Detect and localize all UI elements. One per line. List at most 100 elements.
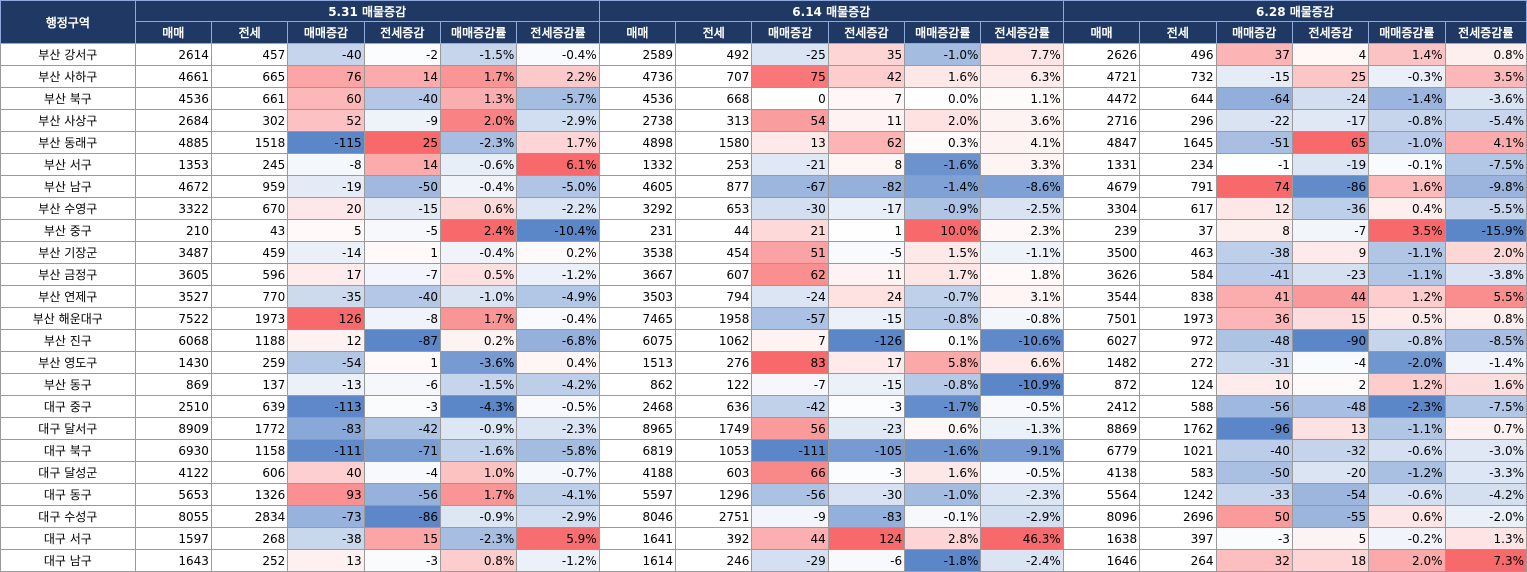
table-row[interactable]: 부산 서구 1353 245 -8 14 -0.6% 6.1% 1332 253 -21 8 -1.6… <box>0 153 1527 176</box>
sale-change-rate-cell: -0.4% <box>439 175 518 198</box>
sale-count-cell: 4605 <box>598 175 677 198</box>
jeonse-count-cell: 644 <box>1139 87 1217 110</box>
table-row[interactable]: 부산 사상구 2684 302 52 -9 2.0% -2.9% 2738 313 54 11 2.0… <box>0 109 1527 132</box>
jeonse-change-cell: 11 <box>827 109 906 132</box>
column-header-sale[interactable]: 매매 <box>134 21 212 44</box>
column-header-sale[interactable]: 매매 <box>1062 21 1141 44</box>
sale-count-cell: 6779 <box>1062 439 1141 462</box>
column-header-sale-change-rate[interactable]: 매매증감률 <box>1368 21 1446 44</box>
jeonse-change-cell: 18 <box>1291 549 1370 572</box>
jeonse-count-cell: 457 <box>210 43 289 66</box>
table-row[interactable]: 부산 금정구 3605 596 17 -7 0.5% -1.2% 3667 607 62 11 1.7… <box>0 263 1527 286</box>
jeonse-change-rate-cell: 6.1% <box>516 153 600 176</box>
region-column-header[interactable]: 행정구역 <box>0 0 136 44</box>
table-row[interactable]: 대구 달서구 8909 1772 -83 -42 -0.9% -2.3% 8965 1749 56… <box>0 417 1527 440</box>
jeonse-count-cell: 245 <box>210 153 289 176</box>
table-row[interactable]: 부산 남구 4672 959 -19 -50 -0.4% -5.0% 4605 877 -67 -8… <box>0 175 1527 198</box>
period-header-0531[interactable]: 5.31 매물증감 <box>134 0 600 22</box>
sale-count-cell: 3538 <box>598 241 677 264</box>
sale-change-rate-cell: -2.3% <box>1368 395 1446 418</box>
jeonse-change-rate-cell: 1.7% <box>516 131 600 154</box>
table-row[interactable]: 부산 기장군 3487 459 -14 1 -0.4% 0.2% 3538 454 51 -5 1.5… <box>0 241 1527 264</box>
sale-change-rate-cell: -3.6% <box>439 351 518 374</box>
table-row[interactable]: 대구 서구 1597 268 -38 15 -2.3% 5.9% 1641 392 44 124 2.… <box>0 527 1527 550</box>
sale-count-cell: 210 <box>134 219 212 242</box>
column-header-jeonse-change[interactable]: 전세증감 <box>1291 21 1370 44</box>
table-row[interactable]: 부산 해운대구 7522 1973 126 -8 1.7% -0.4% 7465 1958 -57… <box>0 307 1527 330</box>
table-row[interactable]: 부산 동구 869 137 -13 -6 -1.5% -4.2% 862 122 -7 -15 -0.… <box>0 373 1527 396</box>
column-header-sale-change-rate[interactable]: 매매증감률 <box>904 21 982 44</box>
table-row[interactable]: 부산 연제구 3527 770 -35 -40 -1.0% -4.9% 3503 794 -24 2… <box>0 285 1527 308</box>
table-row[interactable]: 대구 동구 5653 1326 93 -56 1.7% -4.1% 5597 1296 -56 -3… <box>0 483 1527 506</box>
table-row[interactable]: 부산 강서구 2614 457 -40 -2 -1.5% -0.4% 2589 492 -25 35… <box>0 43 1527 66</box>
column-header-jeonse[interactable]: 전세 <box>675 21 753 44</box>
jeonse-change-cell: -3 <box>363 549 441 572</box>
table-row[interactable]: 부산 영도구 1430 259 -54 1 -3.6% 0.4% 1513 276 83 17 5.8… <box>0 351 1527 374</box>
column-header-jeonse-change[interactable]: 전세증감 <box>827 21 906 44</box>
sale-change-rate-cell: 1.7% <box>439 65 518 88</box>
jeonse-count-cell: 972 <box>1139 329 1217 352</box>
sale-change-cell: 12 <box>287 329 365 352</box>
jeonse-change-rate-cell: -2.5% <box>980 197 1064 220</box>
column-header-jeonse-change[interactable]: 전세증감 <box>363 21 441 44</box>
sale-change-rate-cell: -0.8% <box>1368 109 1446 132</box>
column-header-sale-change[interactable]: 매매증감 <box>1215 21 1293 44</box>
sale-change-cell: 41 <box>1215 285 1293 308</box>
sale-change-cell: -1 <box>1215 153 1293 176</box>
sale-count-cell: 4536 <box>134 87 212 110</box>
jeonse-change-rate-cell: 7.3% <box>1444 549 1527 572</box>
jeonse-change-rate-cell: -7.5% <box>1444 395 1527 418</box>
period-header-0628[interactable]: 6.28 매물증감 <box>1062 0 1527 22</box>
jeonse-change-cell: 1 <box>827 219 906 242</box>
column-header-jeonse-change-rate[interactable]: 전세증감률 <box>1444 21 1527 44</box>
sale-count-cell: 2614 <box>134 43 212 66</box>
column-header-sale-change[interactable]: 매매증감 <box>751 21 829 44</box>
jeonse-count-cell: 653 <box>675 197 753 220</box>
table-row[interactable]: 부산 북구 4536 661 60 -40 1.3% -5.7% 4536 668 0 7 0.0% 1… <box>0 87 1527 110</box>
table-row[interactable]: 대구 북구 6930 1158 -111 -71 -1.6% -5.8% 6819 1053 -1… <box>0 439 1527 462</box>
jeonse-change-cell: -50 <box>363 175 441 198</box>
column-header-jeonse[interactable]: 전세 <box>1139 21 1217 44</box>
sale-change-rate-cell: 0.2% <box>439 329 518 352</box>
jeonse-change-rate-cell: 0.7% <box>1444 417 1527 440</box>
sale-change-cell: -64 <box>1215 87 1293 110</box>
table-row[interactable]: 부산 동래구 4885 1518 -115 25 -2.3% 1.7% 4898 1580 13 6… <box>0 131 1527 154</box>
table-row[interactable]: 대구 중구 2510 639 -113 -3 -4.3% -0.5% 2468 636 -42 -3… <box>0 395 1527 418</box>
jeonse-count-cell: 1762 <box>1139 417 1217 440</box>
jeonse-change-rate-cell: 6.3% <box>980 65 1064 88</box>
column-header-sale-change-rate[interactable]: 매매증감률 <box>439 21 518 44</box>
sale-count-cell: 3605 <box>134 263 212 286</box>
table-row[interactable]: 대구 달성군 4122 606 40 -4 1.0% -0.7% 4188 603 66 -3 1.6… <box>0 461 1527 484</box>
jeonse-count-cell: 791 <box>1139 175 1217 198</box>
table-row[interactable]: 대구 남구 1643 252 13 -3 0.8% -1.2% 1614 246 -29 -6 -1.… <box>0 549 1527 572</box>
sale-change-cell: -33 <box>1215 483 1293 506</box>
jeonse-change-rate-cell: -3.8% <box>1444 263 1527 286</box>
table-row[interactable]: 대구 수성구 8055 2834 -73 -86 -0.9% -2.9% 8046 2751 -9… <box>0 505 1527 528</box>
sale-change-cell: -50 <box>1215 461 1293 484</box>
sale-change-cell: 12 <box>1215 197 1293 220</box>
column-header-jeonse-change-rate[interactable]: 전세증감률 <box>980 21 1064 44</box>
sale-change-cell: 32 <box>1215 549 1293 572</box>
jeonse-count-cell: 276 <box>675 351 753 374</box>
sale-change-rate-cell: -0.6% <box>1368 483 1446 506</box>
jeonse-change-cell: 42 <box>827 65 906 88</box>
column-header-sale-change[interactable]: 매매증감 <box>287 21 365 44</box>
table-row[interactable]: 부산 진구 6068 1188 12 -87 0.2% -6.8% 6075 1062 7 -126… <box>0 329 1527 352</box>
sale-count-cell: 869 <box>134 373 212 396</box>
sale-change-rate-cell: -2.0% <box>1368 351 1446 374</box>
region-cell: 대구 달성군 <box>0 461 136 484</box>
sale-change-cell: -19 <box>287 175 365 198</box>
table-row[interactable]: 부산 중구 210 43 5 -5 2.4% -10.4% 231 44 21 1 10.0% 2.3%… <box>0 219 1527 242</box>
sale-change-cell: -67 <box>751 175 829 198</box>
period-header-0614[interactable]: 6.14 매물증감 <box>598 0 1064 22</box>
column-header-jeonse[interactable]: 전세 <box>210 21 289 44</box>
table-row[interactable]: 부산 수영구 3322 670 20 -15 0.6% -2.2% 3292 653 -30 -17… <box>0 197 1527 220</box>
sale-change-cell: -15 <box>1215 65 1293 88</box>
column-header-jeonse-change-rate[interactable]: 전세증감률 <box>516 21 600 44</box>
jeonse-count-cell: 1645 <box>1139 131 1217 154</box>
column-header-sale[interactable]: 매매 <box>598 21 677 44</box>
sale-count-cell: 8055 <box>134 505 212 528</box>
table-row[interactable]: 부산 사하구 4661 665 76 14 1.7% 2.2% 4736 707 75 42 1.6%… <box>0 65 1527 88</box>
jeonse-change-rate-cell: -3.6% <box>1444 87 1527 110</box>
sale-count-cell: 7465 <box>598 307 677 330</box>
